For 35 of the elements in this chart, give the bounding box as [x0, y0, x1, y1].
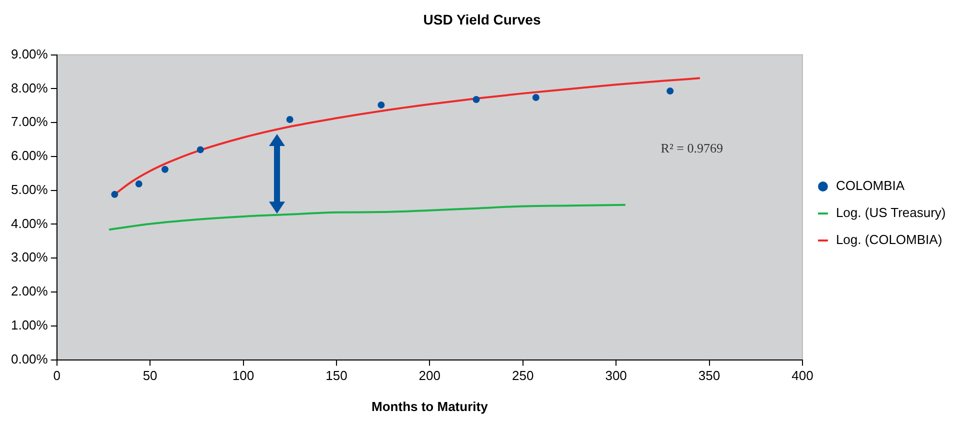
x-tick-label: 350 — [698, 368, 720, 384]
point — [666, 88, 674, 95]
x-tick-label: 0 — [53, 368, 60, 384]
annotation: R² = 0.9769 — [660, 140, 723, 156]
x-tick-label: 150 — [326, 368, 348, 384]
point — [286, 116, 294, 124]
chart-title: USD Yield Curves — [423, 11, 541, 28]
y-tick-label: 5.00% — [10, 182, 48, 197]
y-tick-label: 6.00% — [10, 148, 48, 164]
point — [135, 180, 142, 188]
legend-label: COLOMBIA — [836, 178, 905, 194]
point — [111, 190, 118, 198]
point — [378, 101, 385, 108]
y-tick-label: 2.00% — [10, 284, 48, 299]
x-tick-label: 400 — [792, 368, 814, 384]
y-tick-label: 8.00% — [10, 80, 48, 96]
point — [472, 96, 480, 104]
y-tick-label: 9.00% — [10, 46, 48, 62]
x-tick-label: 300 — [605, 368, 627, 384]
x-tick-label: 50 — [142, 368, 158, 384]
legend-label: Log. (US Treasury) — [836, 205, 946, 220]
point — [161, 166, 168, 173]
y-tick-label: 4.00% — [10, 216, 48, 231]
y-tick-label: 1.00% — [10, 317, 48, 332]
y-tick-label: 0.00% — [10, 351, 48, 366]
x-tick-label: 200 — [418, 368, 441, 384]
legend-label: Log. (COLOMBIA) — [836, 232, 942, 248]
x-axis-title: Months to Maturity — [372, 398, 489, 414]
x-tick-label: 100 — [232, 368, 254, 384]
line-series — [108, 204, 626, 231]
point — [196, 146, 204, 154]
point — [532, 94, 540, 101]
x-tick-label: 250 — [512, 368, 534, 384]
y-tick-label: 7.00% — [10, 114, 48, 130]
y-tick-label: 3.00% — [10, 250, 48, 265]
